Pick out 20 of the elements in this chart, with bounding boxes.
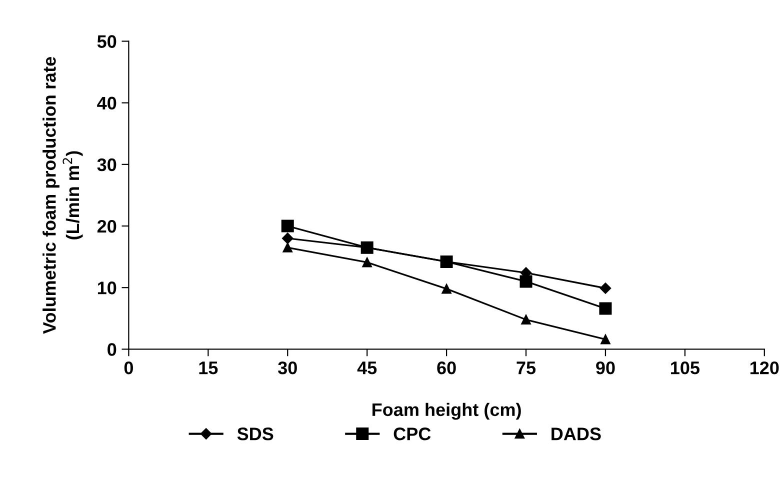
x-tick-label: 30: [278, 361, 297, 374]
y-tick-label: 40: [97, 96, 116, 110]
x-axis-title: Foam height (cm): [372, 402, 521, 420]
x-tick-label: 60: [437, 361, 456, 374]
x-tick-label: 90: [596, 361, 615, 374]
y-tick-label: 0: [108, 343, 116, 356]
x-tick-label: 120: [750, 361, 779, 374]
y-tick-label: 10: [98, 282, 116, 294]
legend-label: SDS: [237, 428, 274, 440]
legend-label: CPC: [394, 428, 431, 440]
x-tick-label: 15: [199, 362, 218, 374]
y-tick-label: 50: [97, 35, 116, 48]
x-tick-label: 105: [671, 361, 700, 374]
y-tick-label: 30: [97, 158, 116, 172]
x-tick-label: 75: [516, 362, 536, 374]
y-tick-label: 20: [97, 220, 116, 233]
x-tick-label: 45: [357, 362, 377, 374]
y-axis-title: Volumetric foam production rate (L/min m$^{2}$): [42, 57, 83, 334]
legend-label: DADS: [552, 428, 601, 440]
x-tick-label: 0: [124, 361, 133, 374]
